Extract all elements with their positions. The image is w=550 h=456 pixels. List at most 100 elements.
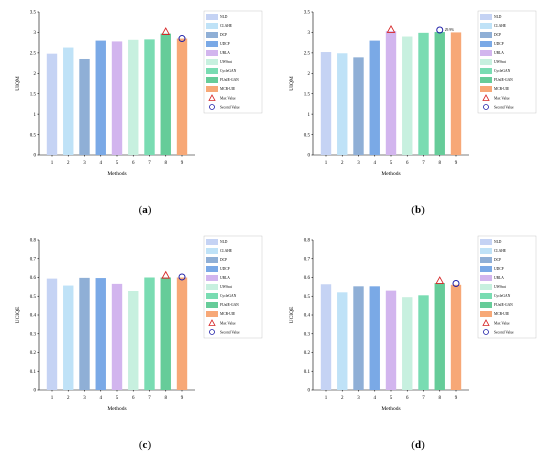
y-tick-label: 0.7 bbox=[304, 257, 311, 262]
y-tick-label: 0 bbox=[308, 154, 311, 159]
x-tick-label: 5 bbox=[390, 396, 393, 401]
x-tick-label: 2 bbox=[341, 396, 344, 401]
legend-swatch bbox=[206, 14, 218, 20]
legend-second-icon bbox=[483, 329, 489, 335]
x-tick-label: 4 bbox=[100, 161, 103, 166]
bar-method-8 bbox=[160, 277, 171, 390]
x-tick-label: 8 bbox=[165, 161, 168, 166]
legend-swatch bbox=[206, 50, 218, 56]
legend-label: DCP bbox=[220, 33, 227, 37]
legend-second-label: Second Value bbox=[494, 106, 514, 110]
y-tick-label: 0.6 bbox=[30, 276, 37, 281]
legend-swatch bbox=[480, 41, 492, 47]
legend-swatch bbox=[480, 275, 492, 281]
legend-max-label: Max Value bbox=[220, 322, 236, 326]
legend-max-label: Max Value bbox=[494, 322, 510, 326]
legend-swatch bbox=[480, 59, 492, 65]
legend-second-icon bbox=[209, 104, 215, 110]
x-tick-label: 2 bbox=[341, 161, 344, 166]
y-tick-label: 0.5 bbox=[304, 133, 311, 138]
legend-max-label: Max Value bbox=[494, 97, 510, 101]
legend-label: UWSrat bbox=[494, 285, 506, 289]
y-tick-label: 3.5 bbox=[30, 11, 37, 16]
legend-swatch bbox=[480, 311, 492, 317]
bar-method-7 bbox=[418, 295, 429, 390]
bar-method-8 bbox=[434, 32, 445, 155]
legend-label: MCB-UIE bbox=[494, 312, 510, 316]
x-axis-label: Methods bbox=[107, 406, 126, 412]
legend-label: CycleGAN bbox=[220, 294, 237, 298]
y-axis-label: UIQM bbox=[289, 76, 295, 91]
legend-second-icon bbox=[209, 329, 215, 335]
x-tick-label: 1 bbox=[51, 396, 54, 401]
bar-method-3 bbox=[353, 57, 364, 156]
legend-swatch bbox=[480, 248, 492, 254]
legend-label: FUnIE-GAN bbox=[494, 78, 513, 82]
bar-method-3 bbox=[79, 58, 90, 155]
y-tick-label: 2 bbox=[308, 72, 311, 77]
bar-method-9 bbox=[176, 38, 188, 155]
bar-method-9 bbox=[450, 284, 462, 390]
bar-method-4 bbox=[369, 40, 380, 155]
legend-max-label: Max Value bbox=[220, 97, 236, 101]
bar-method-2 bbox=[63, 285, 74, 390]
x-tick-label: 6 bbox=[406, 161, 409, 166]
x-tick-label: 8 bbox=[439, 161, 442, 166]
legend-max-icon bbox=[208, 319, 216, 326]
legend-swatch bbox=[206, 239, 218, 245]
y-tick-label: 0.6 bbox=[304, 276, 311, 281]
legend-second-label: Second Value bbox=[220, 331, 240, 335]
y-tick-label: 0.1 bbox=[304, 370, 311, 375]
second-value-marker bbox=[452, 280, 460, 287]
legend-label: UDCP bbox=[494, 42, 504, 46]
x-tick-label: 5 bbox=[390, 161, 393, 166]
legend-label: UDCP bbox=[494, 267, 504, 271]
legend-swatch bbox=[206, 311, 218, 317]
x-tick-label: 8 bbox=[165, 396, 168, 401]
bar-method-4 bbox=[369, 286, 380, 390]
x-tick-label: 7 bbox=[422, 396, 425, 401]
bar-method-3 bbox=[79, 277, 90, 390]
legend-swatch bbox=[480, 68, 492, 74]
x-tick-label: 2 bbox=[67, 396, 70, 401]
legend: NLD CLAHE DCP UDCP UBLA UWSrat CycleGAN FUnIE-G… bbox=[477, 235, 537, 339]
bar-method-2 bbox=[337, 292, 348, 390]
legend-max-icon bbox=[482, 319, 490, 326]
y-tick-label: 0.5 bbox=[30, 133, 37, 138]
second-value-marker bbox=[436, 26, 444, 34]
y-tick-label: 0 bbox=[34, 154, 37, 159]
y-tick-label: 1 bbox=[308, 113, 311, 118]
x-tick-label: 5 bbox=[116, 161, 119, 166]
legend-swatch bbox=[480, 266, 492, 272]
legend: NLD CLAHE DCP UDCP UBLA UWSrat CycleGAN FUnIE-G… bbox=[477, 10, 537, 114]
legend-swatch bbox=[206, 302, 218, 308]
legend-label: NLD bbox=[494, 15, 502, 19]
chart-panel-4: 0 0.1 0.2 0.3 0.4 0.5 0.6 0.7 0.8 1 2 3 4 5 6 7 8 9 Method… bbox=[289, 235, 537, 451]
y-tick-label: 0.8 bbox=[30, 239, 37, 244]
y-tick-label: 0.3 bbox=[30, 332, 37, 337]
legend-label: MCB-UIE bbox=[220, 312, 236, 316]
y-tick-label: 1 bbox=[34, 113, 37, 118]
max-value-marker bbox=[161, 27, 171, 35]
legend: NLD CLAHE DCP UDCP UBLA UWSrat CycleGAN FUnIE-G… bbox=[203, 235, 263, 339]
y-tick-label: 0.2 bbox=[30, 351, 37, 356]
legend-label: UWSrat bbox=[494, 60, 506, 64]
max-value-marker bbox=[161, 270, 171, 279]
bar-method-1 bbox=[320, 284, 332, 390]
legend-label: FUnIE-GAN bbox=[494, 303, 513, 307]
legend-label: CLAHE bbox=[494, 249, 507, 253]
max-value-marker bbox=[435, 276, 445, 285]
legend-label: DCP bbox=[220, 258, 227, 262]
legend-label: MCB-UIE bbox=[220, 87, 236, 91]
y-tick-label: 0 bbox=[308, 389, 311, 394]
legend-swatch bbox=[480, 14, 492, 20]
x-tick-label: 3 bbox=[83, 396, 86, 401]
y-tick-label: 0.1 bbox=[30, 370, 37, 375]
legend-label: UWSrat bbox=[220, 285, 232, 289]
legend-swatch bbox=[206, 77, 218, 83]
bar-method-9 bbox=[176, 277, 188, 390]
bar-method-7 bbox=[144, 39, 155, 156]
legend-swatch bbox=[206, 86, 218, 92]
bar-method-6 bbox=[402, 297, 413, 390]
x-axis-label: Methods bbox=[381, 406, 400, 412]
